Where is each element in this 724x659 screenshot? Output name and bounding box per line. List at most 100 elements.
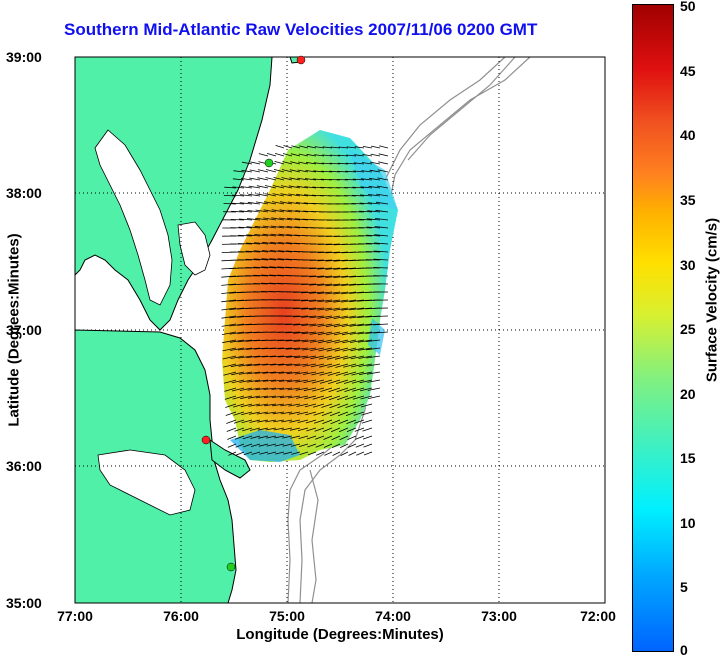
velocity-arrow <box>274 161 285 165</box>
velocity-arrow <box>339 435 349 441</box>
velocity-arrow <box>222 347 237 352</box>
velocity-arrow <box>334 355 349 360</box>
velocity-arrow <box>318 339 333 344</box>
velocity-arrow <box>286 242 301 245</box>
velocity-arrow <box>278 363 293 366</box>
velocity-arrow <box>317 259 333 262</box>
velocity-arrow <box>354 427 365 432</box>
velocity-arrow <box>281 169 293 173</box>
colorbar-tick: 35 <box>680 192 696 208</box>
velocity-arrow <box>322 419 333 424</box>
velocity-arrow <box>317 331 333 336</box>
velocity-arrow <box>341 275 357 278</box>
velocity-arrow <box>351 194 365 197</box>
velocity-arrow <box>362 427 373 432</box>
velocity-arrow <box>329 162 341 165</box>
velocity-arrow <box>374 226 389 229</box>
velocity-arrow <box>375 201 389 205</box>
colorbar-tick: 20 <box>680 386 696 402</box>
velocity-arrow <box>335 363 349 368</box>
velocity-arrow <box>288 193 301 197</box>
velocity-arrow <box>272 403 285 407</box>
velocity-arrow <box>253 258 269 261</box>
velocity-arrow <box>347 435 357 440</box>
velocity-arrow <box>257 419 269 423</box>
velocity-arrow <box>238 234 253 237</box>
velocity-arrow <box>239 379 253 383</box>
velocity-arrow <box>295 210 309 213</box>
velocity-arrow <box>287 387 301 391</box>
velocity-arrow <box>317 323 333 327</box>
velocity-arrow <box>221 331 237 335</box>
velocity-arrow <box>266 153 277 157</box>
velocity-arrow <box>246 234 261 237</box>
velocity-arrow <box>342 355 357 360</box>
velocity-arrow <box>342 347 357 352</box>
velocity-arrow <box>320 395 333 400</box>
velocity-arrow <box>341 283 357 286</box>
velocity-arrow <box>319 379 333 384</box>
velocity-arrow <box>278 225 293 229</box>
velocity-arrow <box>345 170 357 173</box>
velocity-arrow <box>333 275 349 278</box>
velocity-arrow <box>329 403 341 409</box>
velocity-arrow <box>344 395 357 400</box>
velocity-arrow <box>295 202 309 205</box>
y-tick-label: 38:00 <box>6 185 42 201</box>
velocity-arrow <box>348 451 357 456</box>
velocity-arrow <box>337 403 349 409</box>
velocity-arrow <box>294 363 309 367</box>
velocity-arrow <box>325 315 341 319</box>
velocity-arrow <box>341 307 357 311</box>
velocity-arrow <box>261 250 277 253</box>
velocity-arrow <box>259 451 269 455</box>
colorbar-tick: 40 <box>680 127 696 143</box>
velocity-arrow <box>249 419 261 423</box>
velocity-arrow <box>358 227 373 229</box>
velocity-arrow <box>221 307 237 311</box>
velocity-arrow <box>325 267 341 270</box>
colorbar-tick: 45 <box>680 63 696 79</box>
velocity-arrow <box>305 419 317 424</box>
velocity-arrow <box>304 403 317 408</box>
velocity-arrow <box>341 299 357 303</box>
velocity-arrow <box>373 267 389 269</box>
velocity-arrow <box>360 178 373 181</box>
velocity-arrow <box>322 427 333 432</box>
velocity-arrow <box>238 363 253 367</box>
velocity-arrow <box>311 379 325 384</box>
velocity-arrow <box>290 161 301 165</box>
velocity-arrow <box>304 186 317 189</box>
velocity-arrow <box>286 226 301 229</box>
velocity-arrow <box>323 435 333 440</box>
velocity-arrow <box>359 210 373 213</box>
velocity-arrow <box>341 267 357 270</box>
velocity-arrow <box>221 283 237 286</box>
y-tick-label: 35:00 <box>6 595 42 611</box>
velocity-arrow <box>298 435 309 439</box>
velocity-arrow <box>293 331 309 334</box>
velocity-arrow <box>333 291 349 295</box>
velocity-arrow <box>274 435 285 439</box>
velocity-arrow <box>275 145 285 149</box>
velocity-arrow <box>248 193 261 197</box>
velocity-arrow <box>338 154 349 157</box>
velocity-arrow <box>349 291 365 294</box>
velocity-arrow <box>366 218 381 221</box>
velocity-arrow <box>248 411 261 415</box>
velocity-arrow <box>249 427 261 431</box>
velocity-arrow <box>360 403 373 408</box>
velocity-arrow <box>241 161 253 165</box>
velocity-arrow <box>371 145 381 149</box>
velocity-arrow <box>344 178 357 181</box>
velocity-arrow <box>317 275 333 278</box>
velocity-arrow <box>303 387 317 392</box>
velocity-arrow <box>277 331 293 333</box>
velocity-arrow <box>226 427 237 432</box>
velocity-arrow <box>254 225 269 229</box>
velocity-arrow <box>280 403 293 407</box>
velocity-arrow <box>245 242 261 245</box>
velocity-arrow <box>238 355 253 359</box>
velocity-arrow <box>270 379 285 382</box>
velocity-arrow <box>353 411 365 416</box>
